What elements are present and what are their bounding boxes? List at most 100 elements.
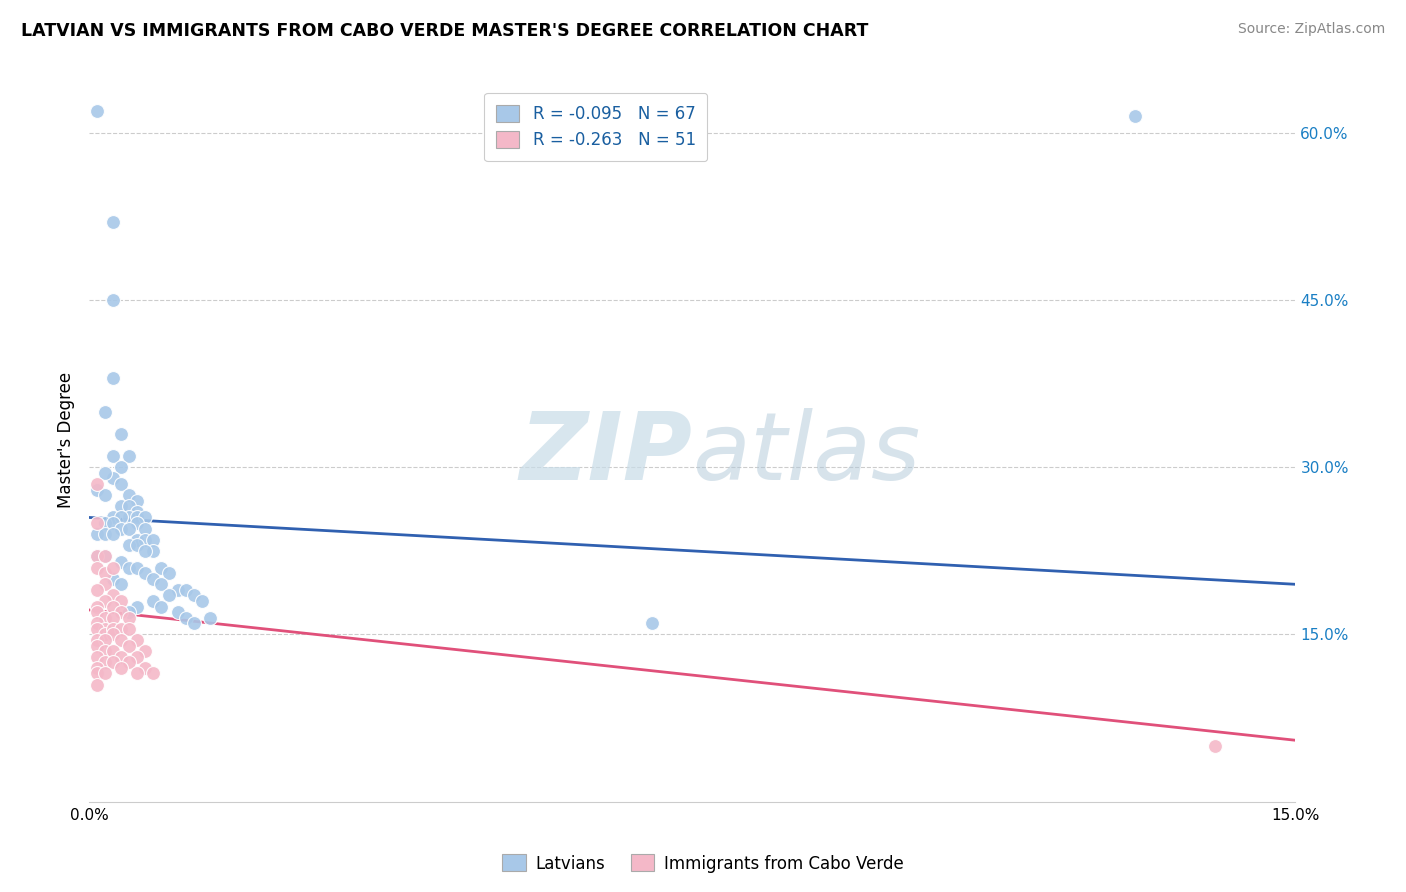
Point (103, 627, 125, 641)
Point (134, 522, 156, 536)
Point (110, 632, 132, 647)
Point (103, 527, 125, 541)
Point (94, 611, 117, 625)
Point (190, 594, 212, 608)
Point (118, 639, 141, 653)
Point (103, 215, 125, 229)
Point (94, 404, 117, 418)
Point (641, 616, 664, 631)
Point (127, 538, 149, 552)
Point (159, 589, 181, 603)
Point (86, 516, 108, 530)
Point (110, 477, 132, 491)
Point (150, 599, 173, 614)
Text: atlas: atlas (692, 409, 921, 500)
Point (86, 560, 108, 574)
Point (103, 611, 125, 625)
Point (86, 549, 108, 564)
Point (86, 622, 108, 636)
Point (183, 589, 205, 603)
Point (127, 632, 149, 647)
Point (127, 666, 149, 681)
Point (94, 549, 117, 564)
Point (134, 644, 156, 658)
Point (118, 488, 141, 502)
Point (118, 538, 141, 552)
Point (94, 527, 117, 541)
Point (86, 605, 108, 619)
Point (134, 544, 156, 558)
Point (110, 649, 132, 664)
Point (118, 655, 141, 669)
Point (127, 533, 149, 547)
Point (94, 594, 117, 608)
Legend: Latvians, Immigrants from Cabo Verde: Latvians, Immigrants from Cabo Verde (496, 847, 910, 880)
Point (86, 582, 108, 597)
Point (94, 549, 117, 564)
Point (86, 103, 108, 118)
Point (103, 471, 125, 485)
Point (110, 594, 132, 608)
Point (118, 605, 141, 619)
Point (166, 582, 188, 597)
Point (118, 510, 141, 524)
Point (118, 500, 141, 514)
Point (159, 566, 181, 581)
Point (86, 527, 108, 541)
Point (110, 577, 132, 591)
Point (110, 426, 132, 441)
Point (86, 661, 108, 675)
Point (94, 655, 117, 669)
Point (142, 594, 165, 608)
Point (94, 516, 117, 530)
Point (86, 639, 108, 653)
Point (127, 505, 149, 519)
Point (166, 605, 188, 619)
Point (150, 577, 173, 591)
Point (86, 477, 108, 491)
Point (94, 666, 117, 681)
Point (86, 599, 108, 614)
Point (86, 677, 108, 691)
Point (103, 655, 125, 669)
Point (127, 516, 149, 530)
Point (94, 577, 117, 591)
Point (118, 560, 141, 574)
Point (110, 555, 132, 569)
Point (103, 449, 125, 463)
Point (118, 611, 141, 625)
Point (94, 632, 117, 647)
Point (127, 510, 149, 524)
Text: ZIP: ZIP (519, 408, 692, 500)
Text: LATVIAN VS IMMIGRANTS FROM CABO VERDE MASTER'S DEGREE CORRELATION CHART: LATVIAN VS IMMIGRANTS FROM CABO VERDE MA… (21, 22, 869, 40)
Point (103, 599, 125, 614)
Point (134, 566, 156, 581)
Y-axis label: Master's Degree: Master's Degree (58, 371, 75, 508)
Point (134, 510, 156, 524)
Point (86, 632, 108, 647)
Point (86, 649, 108, 664)
Point (103, 560, 125, 574)
Point (94, 466, 117, 480)
Point (118, 522, 141, 536)
Point (94, 566, 117, 581)
Point (142, 544, 165, 558)
Point (103, 510, 125, 524)
Point (150, 560, 173, 574)
Point (103, 371, 125, 385)
Point (86, 616, 108, 631)
Point (94, 644, 117, 658)
Point (134, 661, 156, 675)
Point (103, 644, 125, 658)
Point (174, 582, 197, 597)
Point (103, 622, 125, 636)
Point (94, 488, 117, 502)
Point (134, 533, 156, 547)
Point (127, 649, 149, 664)
Point (118, 449, 141, 463)
Point (103, 589, 125, 603)
Point (86, 666, 108, 681)
Point (127, 599, 149, 614)
Point (110, 661, 132, 675)
Point (110, 460, 132, 475)
